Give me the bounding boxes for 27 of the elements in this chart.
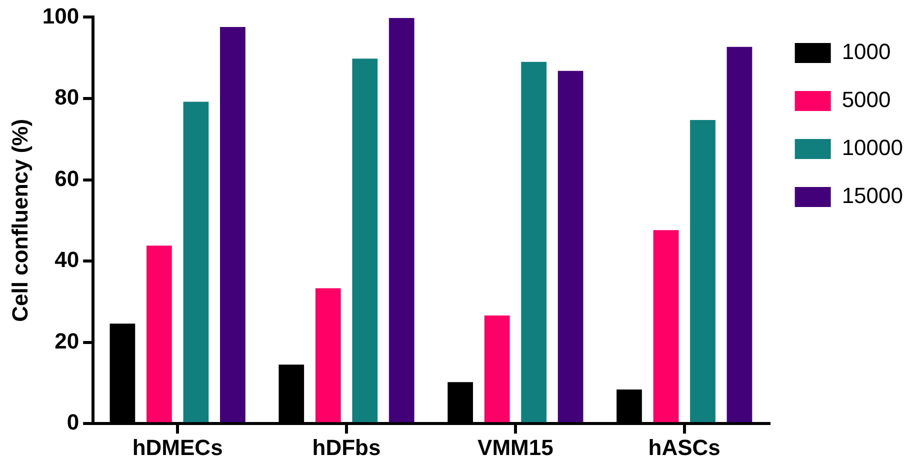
bar [726, 46, 752, 422]
x-tick-label: VMM15 [478, 434, 554, 460]
bar [315, 288, 341, 422]
bar [352, 58, 378, 422]
x-tick-label: hDFbs [312, 434, 381, 460]
bar [690, 120, 716, 422]
legend-label: 15000 [842, 183, 904, 208]
bar [558, 70, 584, 422]
bar [183, 102, 209, 422]
x-tick-label: hDMECs [132, 434, 223, 460]
y-tick-label: 100 [42, 3, 80, 28]
y-axis-title: Cell confluency (%) [7, 118, 32, 322]
y-tick-label: 0 [66, 410, 80, 435]
x-tick-label: hASCs [648, 434, 720, 460]
legend-label: 10000 [842, 135, 904, 160]
y-tick-label: 40 [54, 247, 80, 272]
bar [653, 230, 679, 422]
y-tick-label: 80 [54, 84, 80, 110]
legend-label: 5000 [842, 87, 891, 112]
y-tick-label: 20 [54, 328, 80, 354]
y-tick-label: 60 [54, 166, 80, 191]
bar [521, 62, 546, 422]
bar [220, 26, 246, 422]
bar [388, 18, 414, 422]
legend-label: 1000 [842, 39, 891, 64]
bar [146, 246, 172, 422]
bar [484, 316, 510, 422]
